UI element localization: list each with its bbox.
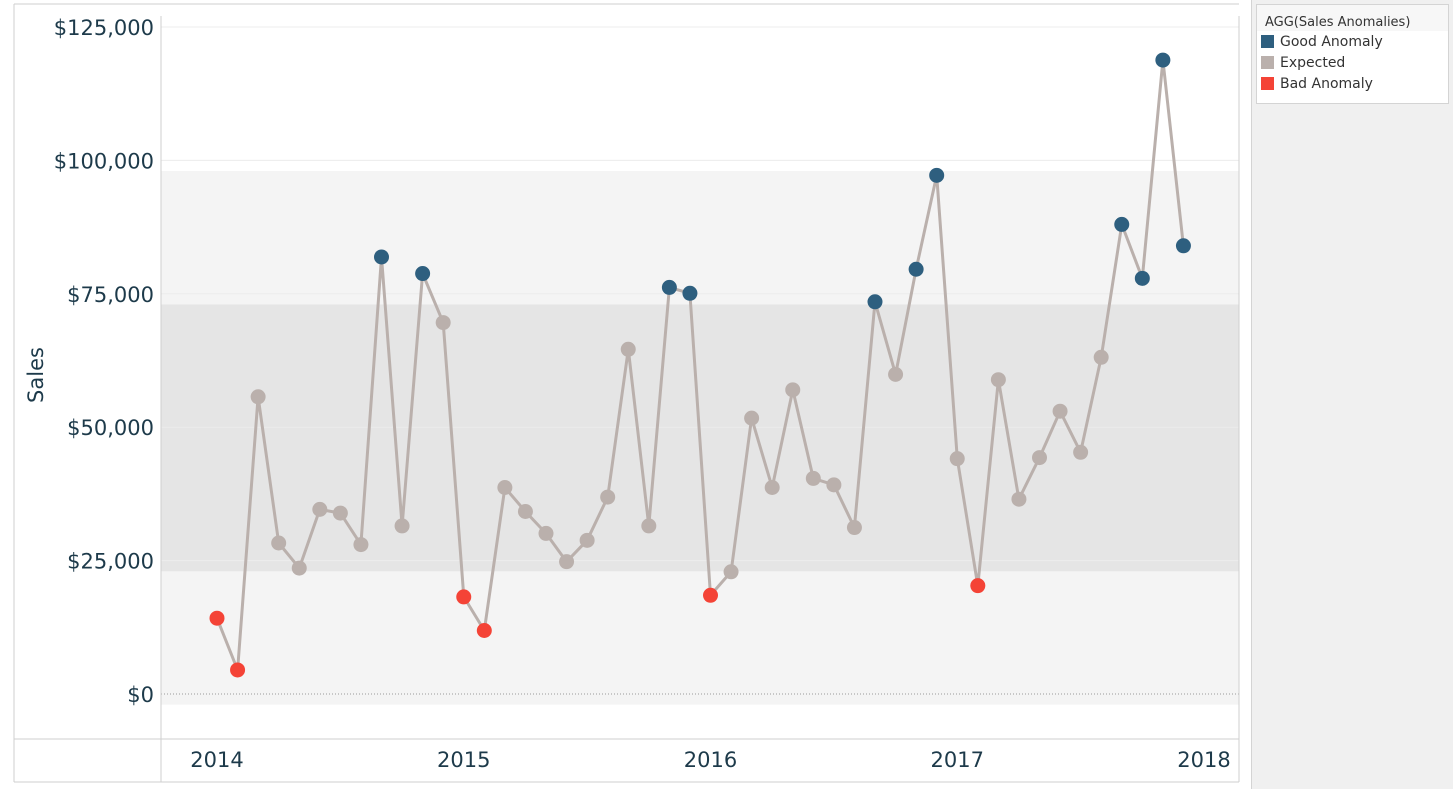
- point-2017-08: [1093, 349, 1109, 365]
- point-2017-02: [970, 578, 986, 594]
- legend-swatch-bad-anomaly: [1261, 77, 1274, 90]
- point-2016-09: [867, 294, 883, 310]
- point-2016-03: [744, 410, 760, 426]
- legend-item-good-anomaly[interactable]: Good Anomaly: [1257, 31, 1448, 52]
- x-tick-label-2016: 2016: [684, 748, 737, 772]
- legend-label-expected: Expected: [1280, 54, 1346, 71]
- point-2015-04: [517, 504, 533, 520]
- legend-label-bad-anomaly: Bad Anomaly: [1280, 75, 1373, 92]
- point-2016-06: [805, 470, 821, 486]
- point-2014-07: [332, 505, 348, 521]
- point-2016-02: [723, 564, 739, 580]
- point-2017-04: [1011, 491, 1027, 507]
- point-2014-11: [415, 266, 431, 282]
- point-2014-04: [271, 535, 287, 551]
- point-2017-07: [1073, 444, 1089, 460]
- point-2015-02: [476, 623, 492, 639]
- point-2017-03: [990, 372, 1006, 388]
- point-2015-01: [456, 589, 472, 605]
- point-2016-07: [826, 477, 842, 493]
- legend-label-good-anomaly: Good Anomaly: [1280, 33, 1383, 50]
- x-tick-label-2017: 2017: [931, 748, 984, 772]
- point-2014-03: [250, 389, 266, 405]
- legend-title: AGG(Sales Anomalies): [1257, 5, 1448, 31]
- point-2017-11: [1155, 52, 1171, 68]
- point-2016-05: [785, 382, 801, 398]
- anomaly-chart: $0 $25,000 $50,000 $75,000 $100,000 $125,000 2…: [13, 3, 1240, 783]
- legend: AGG(Sales Anomalies) Good Anomaly Expect…: [1256, 4, 1449, 104]
- chart-panel: $0 $25,000 $50,000 $75,000 $100,000 $125,000 2…: [0, 0, 1252, 789]
- point-2016-12: [929, 167, 945, 183]
- y-tick-label-2: $50,000: [67, 416, 154, 440]
- y-tick-label-4: $100,000: [54, 149, 154, 173]
- point-2016-04: [764, 479, 780, 495]
- point-2014-10: [394, 518, 410, 534]
- point-2014-12: [435, 315, 451, 331]
- point-2015-07: [579, 532, 595, 548]
- y-tick-label-5: $125,000: [54, 16, 154, 40]
- point-2014-01: [209, 610, 225, 626]
- point-2015-08: [600, 489, 616, 505]
- point-2017-01: [949, 451, 965, 467]
- point-2015-12: [682, 285, 698, 301]
- point-2017-12: [1175, 238, 1191, 254]
- y-tick-label-3: $75,000: [67, 283, 154, 307]
- legend-item-expected[interactable]: Expected: [1257, 52, 1448, 73]
- point-2016-10: [888, 366, 904, 382]
- x-tick-label-2018: 2018: [1177, 748, 1230, 772]
- point-2017-06: [1052, 403, 1068, 419]
- point-2017-05: [1032, 450, 1047, 466]
- point-2015-10: [641, 518, 657, 534]
- x-tick-label-2014: 2014: [190, 748, 243, 772]
- point-2016-11: [908, 261, 924, 277]
- point-2017-10: [1134, 270, 1150, 286]
- point-2015-09: [620, 341, 636, 357]
- point-2014-08: [353, 537, 369, 553]
- y-tick-label-1: $25,000: [67, 550, 154, 574]
- y-axis-title: Sales: [24, 347, 48, 403]
- legend-swatch-expected: [1261, 56, 1274, 69]
- legend-swatch-good-anomaly: [1261, 35, 1274, 48]
- y-tick-label-0: $0: [127, 683, 154, 707]
- point-2017-09: [1114, 216, 1130, 232]
- point-2014-06: [312, 501, 328, 517]
- point-2015-03: [497, 479, 513, 495]
- point-2015-05: [538, 525, 554, 541]
- point-2015-06: [559, 554, 575, 570]
- point-2016-01: [703, 587, 718, 603]
- point-2014-09: [374, 249, 389, 265]
- point-2016-08: [846, 520, 862, 536]
- point-2014-02: [230, 662, 246, 678]
- sales-line: [215, 58, 1185, 672]
- point-2015-11: [661, 279, 677, 295]
- point-2014-05: [291, 560, 307, 576]
- x-tick-label-2015: 2015: [437, 748, 490, 772]
- legend-item-bad-anomaly[interactable]: Bad Anomaly: [1257, 73, 1448, 94]
